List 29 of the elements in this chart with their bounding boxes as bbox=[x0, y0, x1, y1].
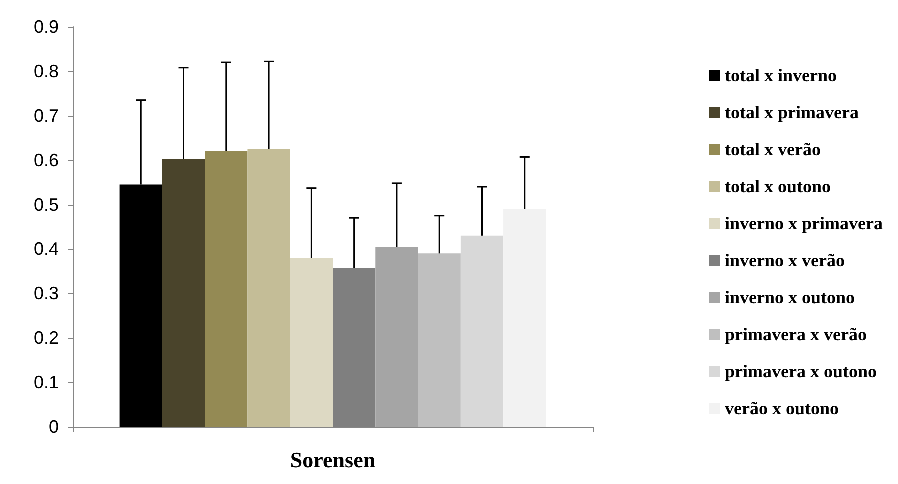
bar bbox=[248, 149, 290, 427]
y-tick-label: 0.7 bbox=[34, 106, 59, 126]
legend-label: total x inverno bbox=[725, 66, 838, 86]
legend-label: primavera x outono bbox=[725, 362, 878, 382]
y-tick-label: 0.2 bbox=[34, 328, 59, 348]
legend-label: total x verão bbox=[725, 140, 821, 160]
y-tick-label: 0.3 bbox=[34, 284, 59, 304]
legend-label: total x outono bbox=[725, 176, 832, 196]
bar bbox=[205, 151, 248, 427]
legend-label: total x primavera bbox=[725, 102, 859, 122]
bar bbox=[460, 236, 504, 427]
legend-label: inverno x primavera bbox=[725, 214, 884, 234]
y-tick-label: 0.6 bbox=[34, 150, 59, 170]
y-tick-label: 0.5 bbox=[34, 194, 59, 215]
legend-label: inverno x outono bbox=[725, 288, 856, 308]
bar bbox=[290, 258, 333, 427]
bar bbox=[418, 254, 461, 427]
legend-label: verão x outono bbox=[725, 398, 840, 418]
legend-label: inverno x verão bbox=[725, 250, 846, 270]
y-tick-label: 0.8 bbox=[34, 61, 59, 82]
bar bbox=[162, 159, 206, 427]
y-tick-label: 0 bbox=[48, 417, 59, 437]
bar bbox=[504, 209, 546, 427]
x-tick-label: Sorensen bbox=[290, 448, 376, 472]
y-tick-label: 0.9 bbox=[34, 17, 59, 37]
y-tick-label: 0.1 bbox=[34, 372, 59, 393]
bar bbox=[376, 247, 418, 427]
y-tick-label: 0.4 bbox=[34, 239, 59, 260]
legend-label: primavera x verão bbox=[725, 324, 867, 344]
